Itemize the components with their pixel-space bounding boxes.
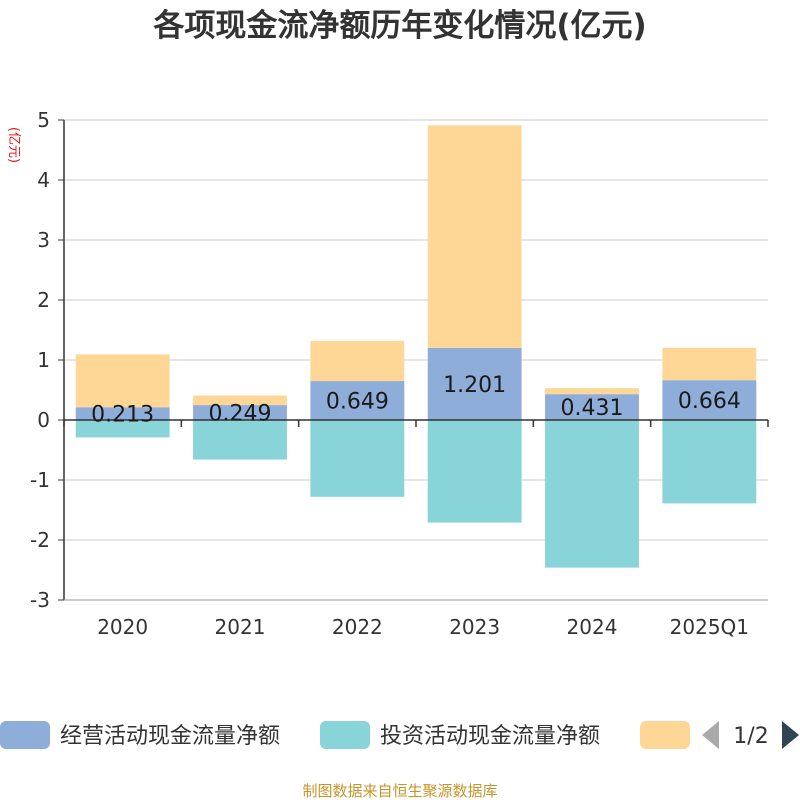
y-tick-label: 3 <box>37 228 50 252</box>
y-tick-label: 4 <box>37 168 50 192</box>
legend-swatch-2[interactable] <box>320 721 370 749</box>
bar-2-2024[interactable] <box>545 420 639 568</box>
data-label: 0.431 <box>561 396 624 421</box>
y-axis-label: (亿元) <box>6 127 21 163</box>
y-tick-label: -3 <box>30 588 50 612</box>
bar-1-2025Q1[interactable] <box>662 380 757 420</box>
bar-2-2021[interactable] <box>193 420 287 460</box>
source-note: 制图数据来自恒生聚源数据库 <box>302 782 497 800</box>
bar-2-2023[interactable] <box>427 420 522 523</box>
bar-3-2024[interactable] <box>545 388 639 395</box>
legend-next-icon[interactable] <box>782 721 799 749</box>
legend-swatch-1[interactable] <box>0 721 50 749</box>
legend-label-1[interactable]: 经营活动现金流量净额 <box>60 724 280 749</box>
x-tick-label: 2020 <box>97 615 148 639</box>
y-tick-label: 2 <box>37 288 50 312</box>
legend-label-2[interactable]: 投资活动现金流量净额 <box>380 724 600 749</box>
x-tick-label: 2023 <box>449 615 500 639</box>
data-label: 0.213 <box>91 403 154 428</box>
x-tick-label: 2021 <box>215 615 266 639</box>
data-label: 1.201 <box>443 373 506 398</box>
data-label: 0.249 <box>209 402 272 427</box>
x-tick-label: 2024 <box>567 615 618 639</box>
bar-3-2021[interactable] <box>193 395 287 406</box>
legend-swatch-3[interactable] <box>640 721 690 749</box>
legend-prev-icon[interactable] <box>702 721 719 749</box>
data-label: 0.649 <box>326 390 389 415</box>
bar-1-2020[interactable] <box>75 407 170 420</box>
x-tick-label: 2022 <box>332 615 383 639</box>
bar-1-2024[interactable] <box>545 394 639 420</box>
legend-page-indicator: 1/2 <box>733 724 768 749</box>
bar-2-2020[interactable] <box>75 420 170 438</box>
bar-1-2023[interactable] <box>427 347 522 420</box>
chart-title: 各项现金流净额历年变化情况(亿元) <box>152 8 646 44</box>
bar-2-2022[interactable] <box>310 420 405 497</box>
data-label: 0.664 <box>678 389 741 414</box>
bar-3-2020[interactable] <box>75 354 170 408</box>
bar-2-2025Q1[interactable] <box>662 420 757 504</box>
y-tick-label: 5 <box>37 108 50 132</box>
y-tick-label: -2 <box>30 528 50 552</box>
bar-1-2021[interactable] <box>193 405 287 420</box>
y-tick-label: 1 <box>37 348 50 372</box>
x-tick-label: 2025Q1 <box>670 615 749 639</box>
bar-3-2022[interactable] <box>310 340 405 382</box>
bar-1-2022[interactable] <box>310 381 405 420</box>
bar-3-2023[interactable] <box>427 125 522 348</box>
y-tick-label: 0 <box>37 408 50 432</box>
bar-3-2025Q1[interactable] <box>662 347 757 381</box>
y-tick-label: -1 <box>30 468 50 492</box>
